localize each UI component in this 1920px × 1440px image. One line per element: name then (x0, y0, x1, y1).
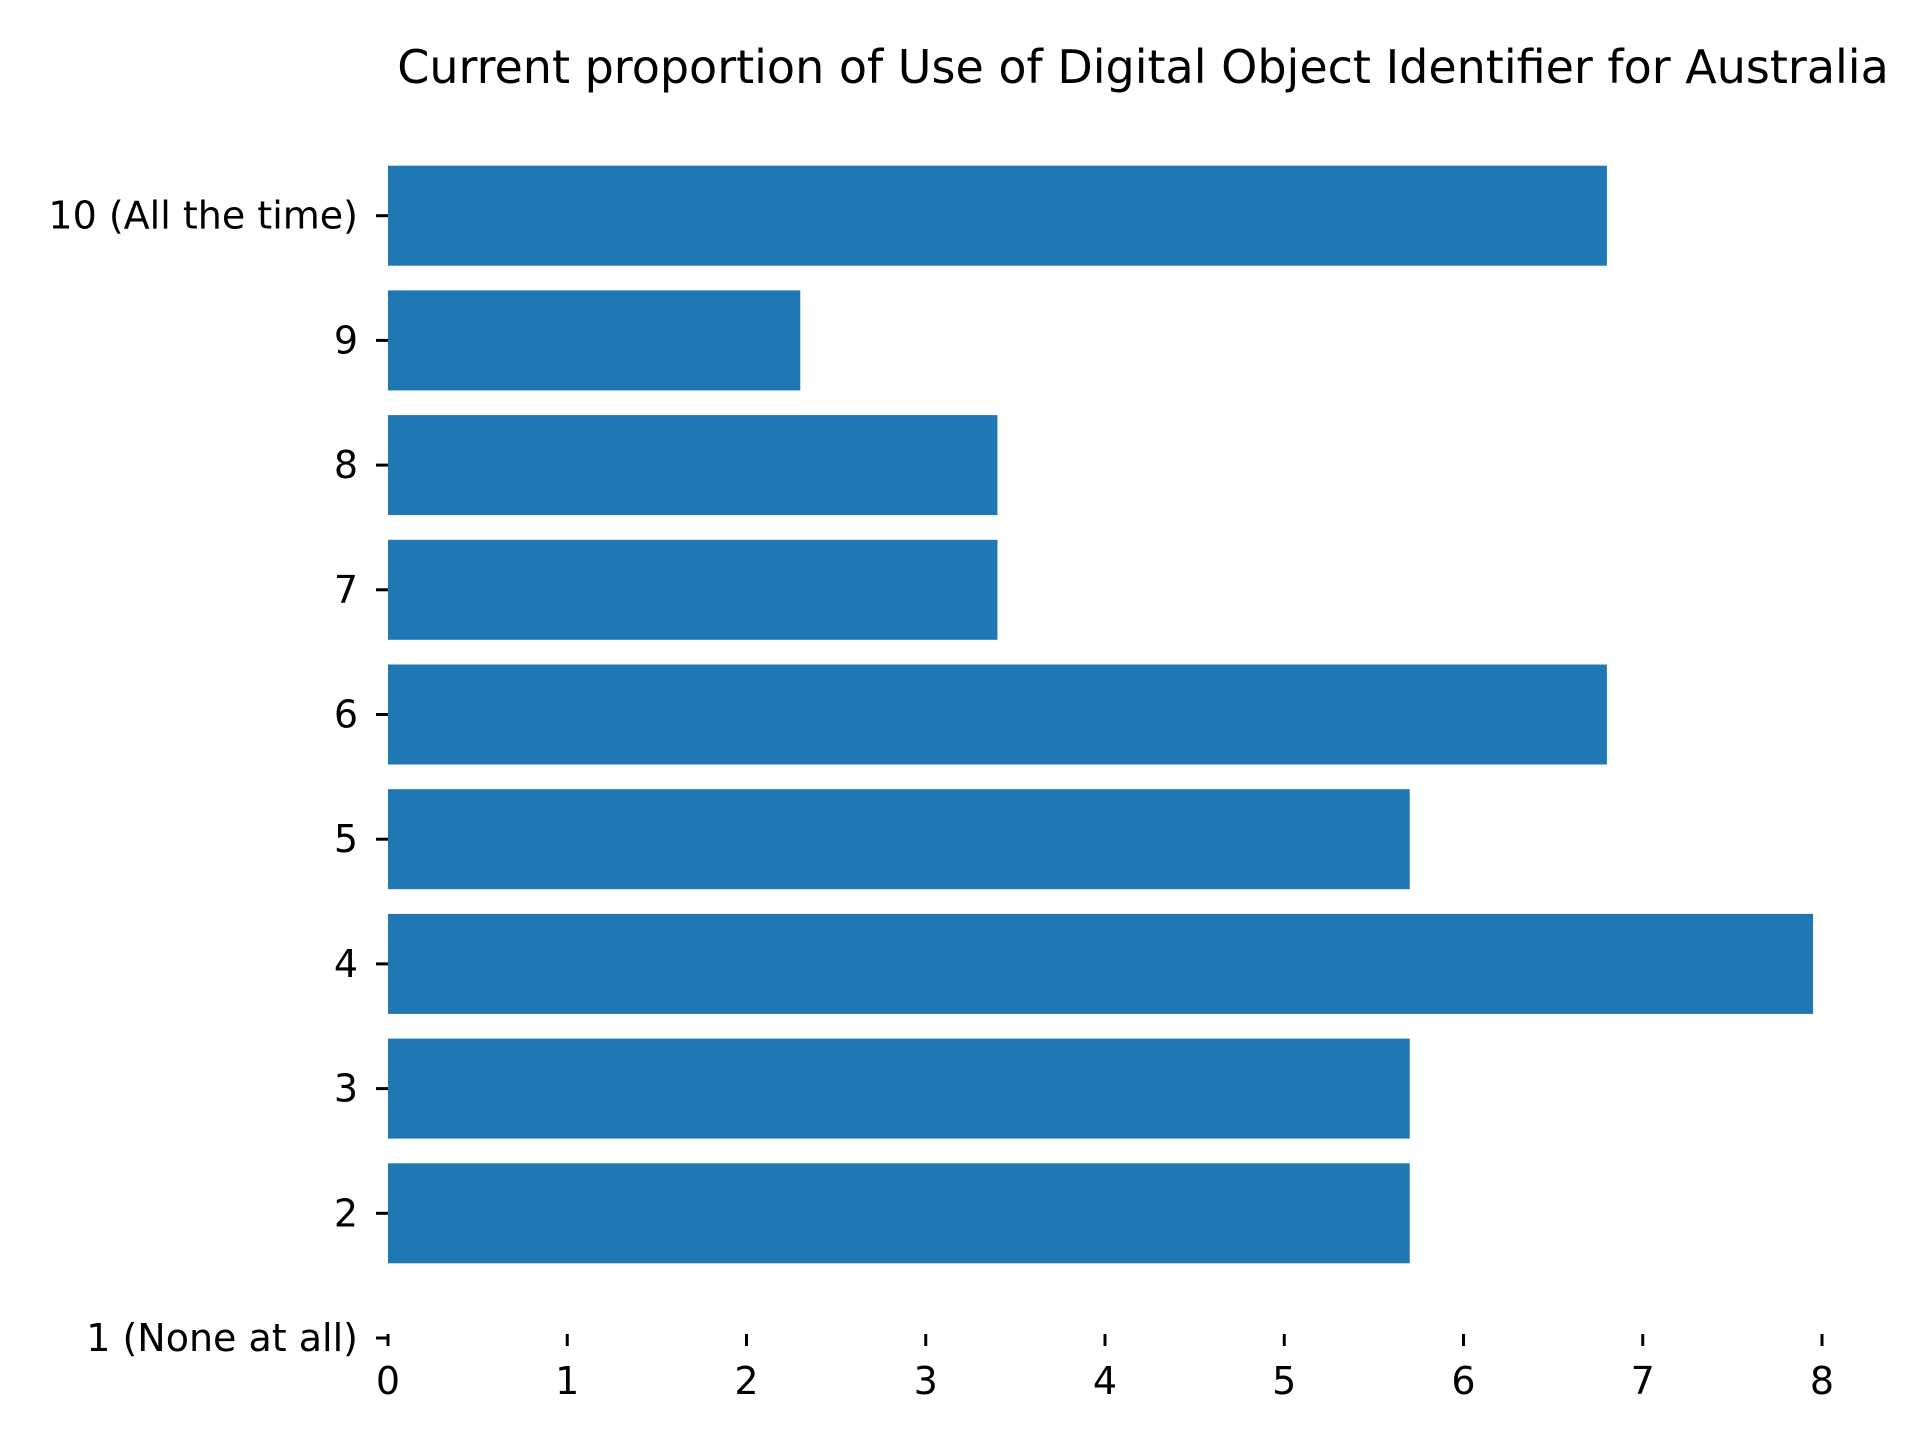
x-tick-label-6: 6 (1451, 1359, 1475, 1403)
y-tick-label-1: 1 (None at all) (86, 1316, 358, 1360)
chart-title: Current proportion of Use of Digital Obj… (397, 40, 1889, 94)
bar-9 (388, 290, 801, 391)
x-tick-label-3: 3 (914, 1359, 938, 1403)
x-tick-label-5: 5 (1272, 1359, 1296, 1403)
y-tick-label-2: 2 (334, 1191, 358, 1235)
bar-3 (388, 1038, 1410, 1139)
bar-8 (388, 415, 998, 516)
y-tick-label-5: 5 (334, 817, 358, 861)
y-tick-label-4: 4 (334, 942, 358, 986)
x-tick-label-4: 4 (1093, 1359, 1117, 1403)
x-tick-label-2: 2 (734, 1359, 758, 1403)
bars-group (388, 165, 1814, 1264)
y-tick-label-10: 10 (All the time) (48, 194, 358, 238)
y-tick-label-6: 6 (334, 693, 358, 737)
y-tick-label-9: 9 (334, 318, 358, 362)
x-tick-label-7: 7 (1631, 1359, 1655, 1403)
bar-5 (388, 789, 1410, 890)
y-axis: 1 (None at all) 2 3 4 5 6 7 8 9 10 (All the time) (48, 194, 388, 1360)
x-tick-label-0: 0 (376, 1359, 400, 1403)
x-axis: 0 1 2 3 4 5 6 7 8 (376, 1334, 1834, 1403)
bar-7 (388, 539, 998, 640)
bar-2 (388, 1163, 1410, 1264)
y-tick-label-7: 7 (334, 568, 358, 612)
bar-10 (388, 165, 1607, 266)
x-tick-label-1: 1 (555, 1359, 579, 1403)
y-tick-label-8: 8 (334, 443, 358, 487)
x-tick-label-8: 8 (1810, 1359, 1834, 1403)
y-tick-label-3: 3 (334, 1067, 358, 1111)
bar-6 (388, 664, 1607, 765)
bar-4 (388, 913, 1814, 1014)
